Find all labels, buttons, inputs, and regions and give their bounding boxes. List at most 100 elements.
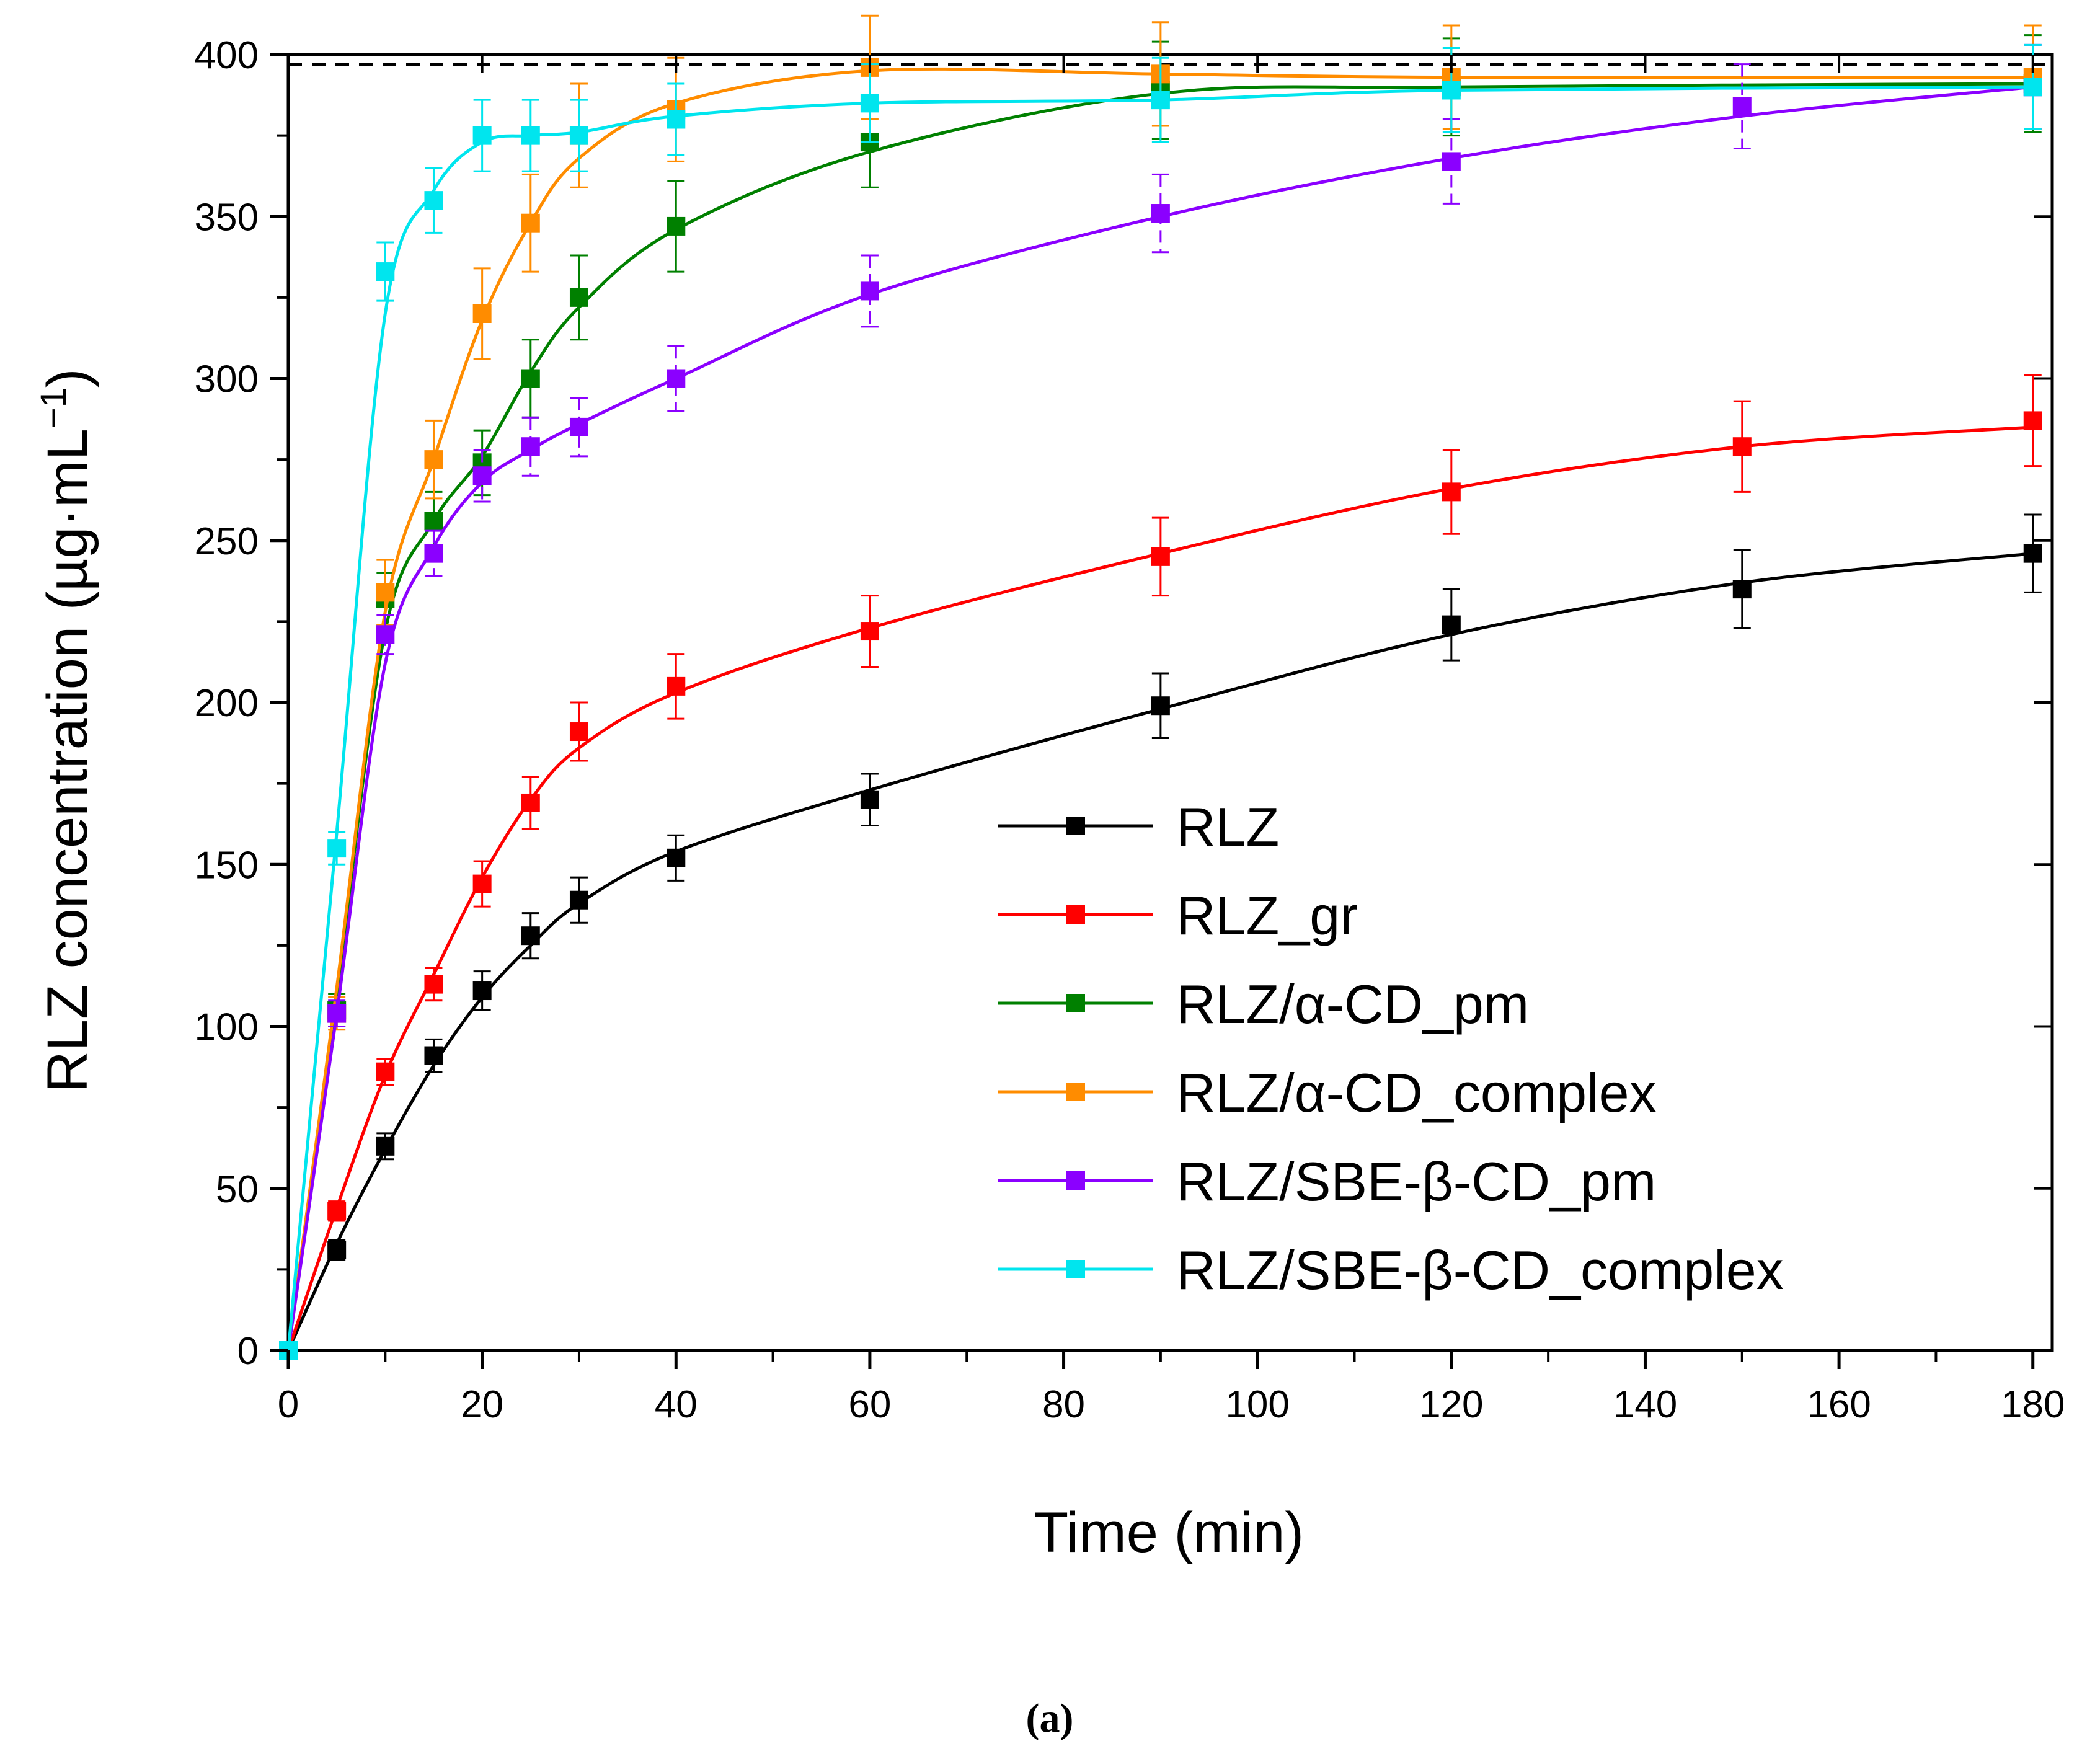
legend-marker [1066, 1083, 1085, 1101]
legend-label: RLZ_gr [1176, 885, 1358, 946]
data-point [424, 512, 443, 531]
data-point [1442, 615, 1461, 634]
plot-border [286, 53, 2054, 1352]
data-point [667, 369, 686, 388]
legend-label: RLZ/SBE-β-CD_complex [1176, 1239, 1784, 1301]
data-point [424, 544, 443, 563]
data-point [521, 126, 540, 145]
axes-layer: 0 20 40 60 80 100 120 140 160 180 0 50 100 150 200 250 3… [195, 34, 2065, 1426]
data-point [1151, 91, 1170, 110]
data-point [424, 191, 443, 210]
y-axis-title-close: ) [36, 368, 99, 388]
y-tick-label: 50 [216, 1168, 259, 1211]
data-point [1151, 204, 1170, 223]
data-point [569, 890, 588, 910]
data-point [1151, 696, 1170, 716]
data-point [376, 1062, 395, 1081]
legend: RLZ RLZ_gr RLZ/α-CD_pm RLZ/α-CD_complex RLZ/… [998, 796, 1784, 1301]
x-tick-label: 180 [2001, 1383, 2065, 1426]
series-0 [279, 513, 2042, 1360]
data-point [521, 437, 540, 456]
data-point [667, 216, 686, 236]
series-line [286, 552, 2033, 1352]
data-point [521, 793, 540, 812]
y-tick-label: 400 [195, 34, 259, 77]
data-point [472, 874, 492, 893]
data-point [860, 622, 879, 641]
data-point [569, 722, 588, 742]
data-point [667, 110, 686, 129]
y-tick-label: 250 [195, 520, 259, 563]
data-point [860, 281, 879, 301]
x-tick-label: 20 [461, 1383, 503, 1426]
data-point [376, 583, 395, 602]
data-point [472, 981, 492, 1001]
x-tick-label: 160 [1807, 1383, 1871, 1426]
y-tick-label: 150 [195, 844, 259, 887]
data-point [667, 676, 686, 696]
legend-marker [1066, 905, 1085, 924]
data-point [2023, 78, 2042, 97]
y-axis-title-superscript: −1 [33, 388, 74, 428]
x-axis-title: Time (min) [1034, 1501, 1304, 1564]
legend-marker [1066, 817, 1085, 835]
legend-label: RLZ/SBE-β-CD_pm [1176, 1151, 1656, 1212]
y-tick-label: 300 [195, 358, 259, 401]
data-point [327, 1004, 347, 1023]
data-point [376, 625, 395, 644]
data-point [1442, 81, 1461, 100]
data-point [472, 126, 492, 145]
y-axis-title: RLZ concentration (µg·mL−1) [33, 368, 99, 1092]
data-point [376, 1136, 395, 1156]
data-point [424, 1046, 443, 1065]
legend-item-3: RLZ/α-CD_complex [998, 1062, 1657, 1123]
data-point [472, 466, 492, 485]
legend-label: RLZ/α-CD_complex [1176, 1062, 1657, 1123]
legend-item-4: RLZ/SBE-β-CD_pm [998, 1151, 1656, 1212]
data-point [860, 94, 879, 113]
x-tick-label: 100 [1225, 1383, 1289, 1426]
legend-item-1: RLZ_gr [998, 885, 1358, 946]
x-tick-label: 140 [1613, 1383, 1677, 1426]
data-point [2023, 544, 2042, 563]
x-tick-label: 60 [848, 1383, 891, 1426]
data-point [521, 213, 540, 233]
y-tick-label: 100 [195, 1006, 259, 1049]
plot-frame [286, 53, 2054, 1352]
data-point [569, 288, 588, 307]
legend-marker [1066, 994, 1085, 1012]
data-point [1732, 97, 1752, 116]
data-point [569, 126, 588, 145]
data-point [569, 417, 588, 436]
legend-marker [1066, 1171, 1085, 1190]
data-point [424, 975, 443, 994]
legend-item-2: RLZ/α-CD_pm [998, 973, 1529, 1035]
data-point [327, 1202, 347, 1221]
y-tick-label: 350 [195, 196, 259, 239]
legend-marker [1066, 1260, 1085, 1278]
series-line [286, 85, 2033, 1351]
y-tick-label: 200 [195, 682, 259, 725]
data-point [1151, 547, 1170, 566]
series-5 [279, 43, 2042, 1360]
x-tick-label: 80 [1042, 1383, 1085, 1426]
x-tick-label: 40 [655, 1383, 698, 1426]
series-line [286, 67, 2033, 1351]
x-tick-label: 0 [278, 1383, 299, 1426]
data-point [424, 450, 443, 469]
data-point [521, 926, 540, 946]
data-point [472, 304, 492, 323]
legend-item-5: RLZ/SBE-β-CD_complex [998, 1239, 1784, 1301]
data-point [327, 839, 347, 858]
x-tick-label: 120 [1419, 1383, 1483, 1426]
data-point [1732, 437, 1752, 456]
data-point [1732, 580, 1752, 599]
legend-label: RLZ [1176, 796, 1279, 857]
legend-item-0: RLZ [998, 796, 1279, 857]
data-point [667, 848, 686, 867]
series-1 [279, 374, 2042, 1360]
data-point [327, 1241, 347, 1260]
data-point [521, 369, 540, 388]
figure-caption: (a) [1026, 1696, 1074, 1741]
